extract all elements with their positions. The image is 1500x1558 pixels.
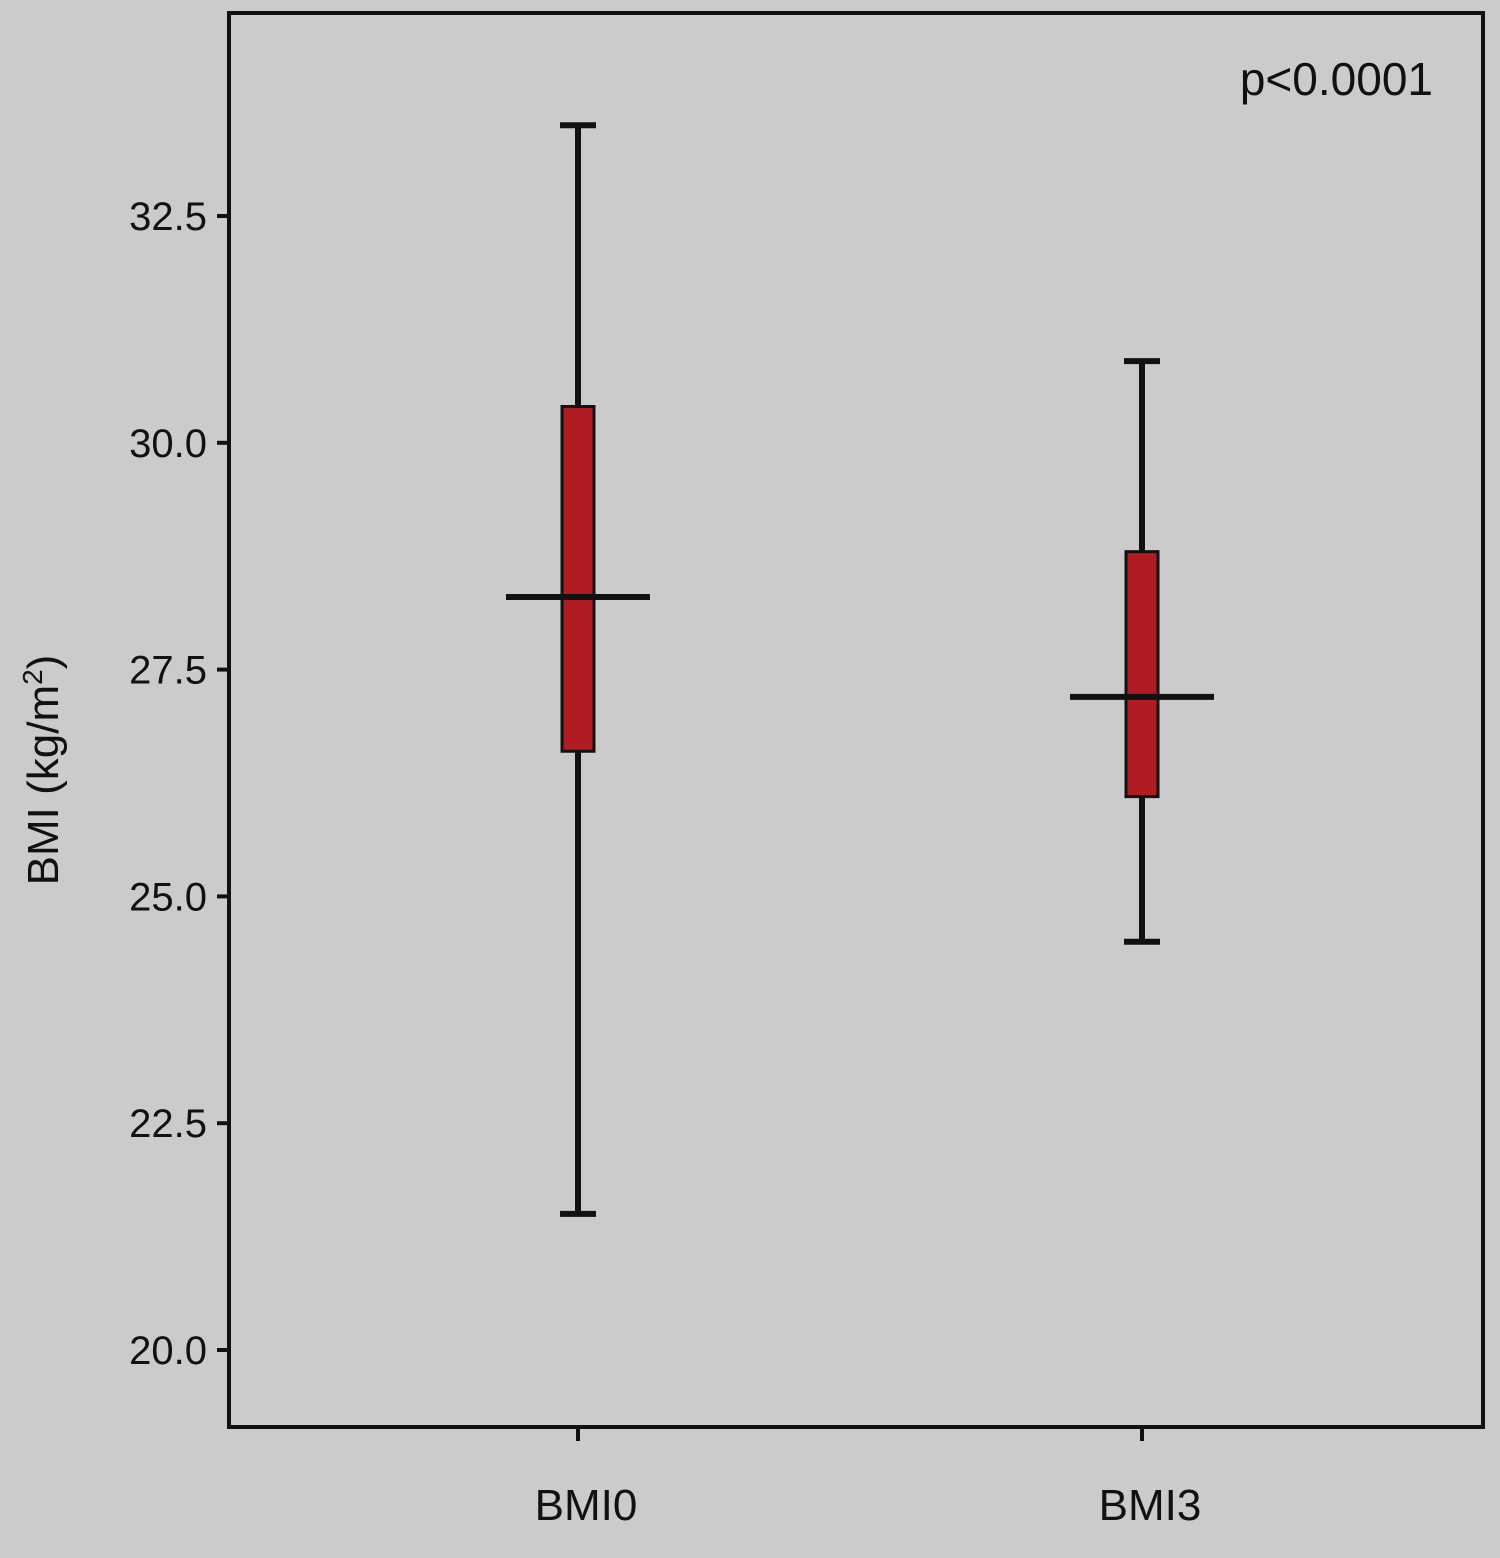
iqr-box [1124, 550, 1160, 799]
y-axis-title-suffix: ) [19, 655, 68, 670]
x-category-label: BMI3 [1099, 1481, 1202, 1530]
box-bmi3 [1070, 358, 1214, 945]
iqr-box [560, 405, 596, 753]
box-series [506, 122, 1214, 1217]
y-tick-label: 20.0 [129, 1329, 207, 1373]
y-tick-label: 30.0 [129, 422, 207, 466]
y-tick-label: 25.0 [129, 875, 207, 919]
p-value-annotation: p<0.0001 [1240, 53, 1433, 105]
y-axis-title-main: BMI (kg/m [19, 685, 68, 885]
y-tick-label: 32.5 [129, 195, 207, 239]
plot-frame [227, 11, 1485, 1429]
y-axis-title-superscript: 2 [17, 669, 48, 685]
x-axis-ticks: BMI0 BMI3 [535, 1427, 1202, 1530]
y-tick-label: 22.5 [129, 1102, 207, 1146]
y-axis-title: BMI (kg/m2) [17, 655, 68, 886]
box-bmi0 [506, 122, 650, 1217]
y-tick-label: 27.5 [129, 649, 207, 693]
y-axis-ticks: 20.0 22.5 25.0 27.5 30.0 32.5 [129, 195, 229, 1373]
x-category-label: BMI0 [535, 1481, 638, 1530]
